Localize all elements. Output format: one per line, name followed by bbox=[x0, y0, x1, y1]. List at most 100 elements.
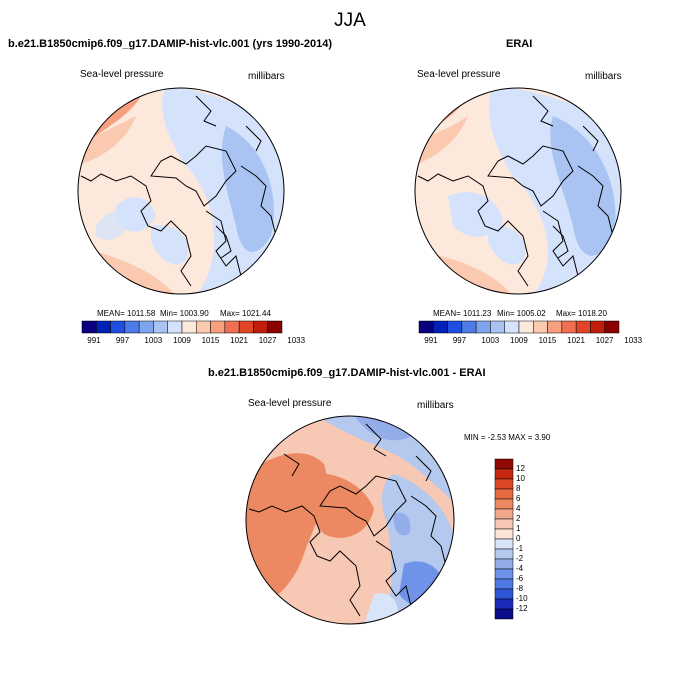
model-min-stat: Min= 1003.90 bbox=[160, 309, 209, 318]
model-polar-map bbox=[77, 87, 285, 295]
colorbar-swatch bbox=[494, 458, 514, 470]
colorbar-tick-label: 12 bbox=[516, 464, 525, 473]
obs-min-stat: Min= 1005.02 bbox=[497, 309, 546, 318]
colorbar-swatch bbox=[504, 320, 520, 334]
colorbar-swatch bbox=[447, 320, 463, 334]
colorbar-tick-label: 2 bbox=[516, 514, 521, 523]
colorbar-tick-label: 1015 bbox=[201, 336, 220, 345]
model-mean-stat: MEAN= 1011.58 bbox=[97, 309, 156, 318]
colorbar-tick-label: -12 bbox=[516, 604, 528, 613]
colorbar-swatch bbox=[494, 518, 514, 530]
colorbar-swatch bbox=[238, 320, 254, 334]
obs-units-label: millibars bbox=[585, 71, 622, 82]
colorbar-tick-label: 1033 bbox=[287, 336, 306, 345]
colorbar-swatch bbox=[81, 320, 97, 334]
colorbar-tick-label: 1021 bbox=[567, 336, 585, 345]
diff-polar-map bbox=[245, 415, 455, 625]
colorbar-swatch bbox=[153, 320, 168, 334]
diff-coastlines bbox=[248, 423, 447, 617]
season-title: JJA bbox=[334, 10, 366, 31]
obs-coastlines bbox=[417, 95, 614, 287]
obs-panel-title: ERAI bbox=[506, 38, 533, 50]
colorbar-tick-label: 1003 bbox=[481, 336, 500, 345]
model-coastlines bbox=[80, 95, 277, 287]
colorbar-swatch bbox=[590, 320, 605, 334]
colorbar-swatch bbox=[433, 320, 448, 334]
colorbar-swatch bbox=[494, 538, 514, 550]
colorbar-swatch bbox=[494, 498, 514, 510]
colorbar-tick-label: 991 bbox=[424, 336, 438, 345]
colorbar-swatch bbox=[604, 320, 620, 334]
colorbar-swatch bbox=[494, 588, 514, 600]
colorbar-tick-label: 1033 bbox=[624, 336, 643, 345]
colorbar-swatch bbox=[518, 320, 534, 334]
colorbar-tick-label: 1027 bbox=[258, 336, 277, 345]
colorbar-tick-label: 1021 bbox=[230, 336, 248, 345]
colorbar-tick-label: 4 bbox=[516, 504, 521, 513]
model-variable-label: Sea-level pressure bbox=[80, 69, 164, 80]
colorbar-swatch bbox=[461, 320, 477, 334]
colorbar-swatch bbox=[494, 578, 514, 590]
colorbar-swatch bbox=[475, 320, 491, 334]
colorbar-swatch bbox=[494, 468, 514, 480]
obs-mean-stat: MEAN= 1011.23 bbox=[433, 309, 492, 318]
colorbar-tick-label: 0 bbox=[516, 534, 521, 543]
colorbar-tick-label: 1015 bbox=[538, 336, 557, 345]
obs-colorbar bbox=[418, 320, 620, 334]
diff-panel-title: b.e21.B1850cmip6.f09_g17.DAMIP-hist-vlc.… bbox=[208, 367, 486, 379]
colorbar-tick-label: -6 bbox=[516, 574, 524, 583]
colorbar-swatch bbox=[494, 568, 514, 580]
colorbar-swatch bbox=[167, 320, 183, 334]
colorbar-swatch bbox=[181, 320, 197, 334]
colorbar-swatch bbox=[561, 320, 577, 334]
colorbar-swatch bbox=[533, 320, 548, 334]
colorbar-tick-label: 997 bbox=[115, 336, 130, 345]
obs-max-stat: Max= 1018.20 bbox=[556, 309, 607, 318]
model-units-label: millibars bbox=[248, 71, 285, 82]
colorbar-swatch bbox=[210, 320, 226, 334]
colorbar-tick-label: -1 bbox=[516, 544, 524, 553]
colorbar-swatch bbox=[494, 478, 514, 490]
colorbar-tick-label: -2 bbox=[516, 554, 524, 563]
colorbar-tick-label: 1003 bbox=[144, 336, 163, 345]
colorbar-swatch bbox=[196, 320, 211, 334]
colorbar-swatch bbox=[110, 320, 126, 334]
colorbar-swatch bbox=[224, 320, 240, 334]
diff-minmax-stat: MIN = -2.53 MAX = 3.90 bbox=[464, 433, 551, 442]
colorbar-tick-label: 10 bbox=[516, 474, 525, 483]
colorbar-swatch bbox=[494, 608, 514, 620]
model-panel-title: b.e21.B1850cmip6.f09_g17.DAMIP-hist-vlc.… bbox=[8, 38, 333, 50]
colorbar-swatch bbox=[494, 488, 514, 500]
colorbar-swatch bbox=[96, 320, 111, 334]
diff-colorbar bbox=[494, 458, 514, 620]
colorbar-swatch bbox=[490, 320, 505, 334]
colorbar-tick-label: 1009 bbox=[173, 336, 191, 345]
colorbar-swatch bbox=[494, 558, 514, 570]
diff-variable-label: Sea-level pressure bbox=[248, 398, 332, 409]
colorbar-swatch bbox=[575, 320, 591, 334]
colorbar-tick-label: 1009 bbox=[510, 336, 528, 345]
colorbar-swatch bbox=[547, 320, 563, 334]
obs-polar-map bbox=[414, 87, 622, 295]
colorbar-tick-label: -4 bbox=[516, 564, 524, 573]
colorbar-swatch bbox=[494, 528, 514, 540]
diff-units-label: millibars bbox=[417, 400, 454, 411]
colorbar-tick-label: 997 bbox=[452, 336, 467, 345]
colorbar-swatch bbox=[253, 320, 268, 334]
colorbar-tick-label: -10 bbox=[516, 594, 528, 603]
colorbar-swatch bbox=[124, 320, 140, 334]
model-colorbar bbox=[81, 320, 283, 334]
colorbar-swatch bbox=[494, 598, 514, 610]
colorbar-tick-label: -8 bbox=[516, 584, 524, 593]
colorbar-swatch bbox=[494, 508, 514, 520]
colorbar-tick-label: 1027 bbox=[595, 336, 614, 345]
colorbar-tick-label: 991 bbox=[87, 336, 101, 345]
colorbar-tick-label: 6 bbox=[516, 494, 521, 503]
colorbar-swatch bbox=[267, 320, 283, 334]
model-max-stat: Max= 1021.44 bbox=[220, 309, 271, 318]
obs-variable-label: Sea-level pressure bbox=[417, 69, 501, 80]
colorbar-swatch bbox=[138, 320, 154, 334]
colorbar-swatch bbox=[418, 320, 434, 334]
colorbar-swatch bbox=[494, 548, 514, 560]
colorbar-tick-label: 1 bbox=[516, 524, 521, 533]
